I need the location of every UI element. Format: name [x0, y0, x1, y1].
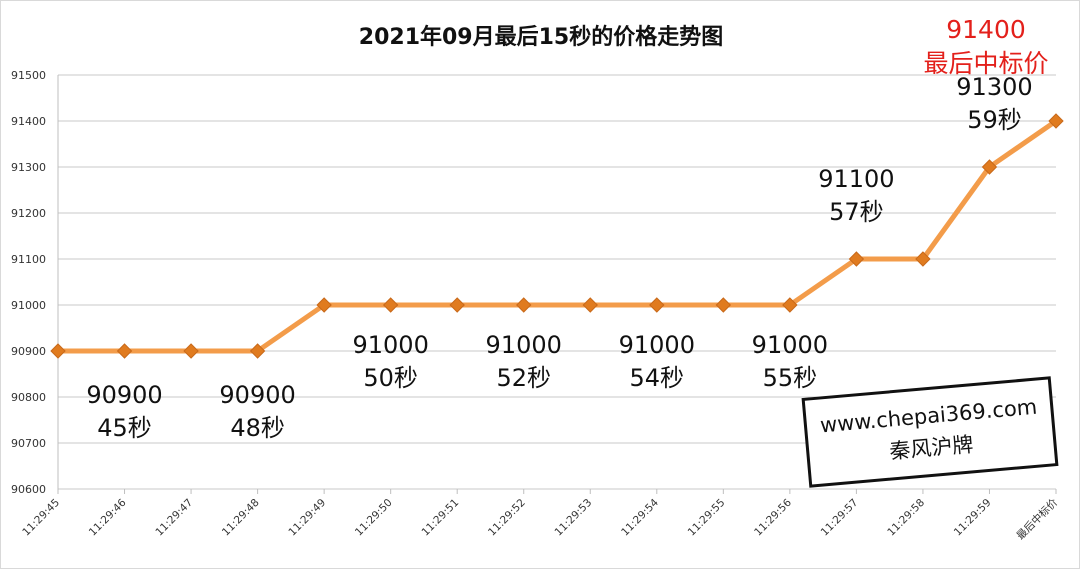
annotation-price: 91000	[486, 331, 562, 359]
data-point-marker	[782, 297, 798, 313]
annotation-second: 50秒	[363, 364, 418, 392]
y-tick-label: 90900	[11, 345, 46, 358]
data-point-marker	[981, 159, 998, 175]
annotation-price: 90900	[219, 381, 295, 409]
final-price-callout: 91400 最后中标价	[901, 13, 1071, 81]
data-point-marker	[449, 297, 465, 313]
data-point-marker	[848, 251, 865, 267]
annotation-price: 91000	[352, 331, 428, 359]
y-tick-label: 90800	[11, 391, 46, 404]
x-tick-label: 11:29:53	[553, 497, 595, 539]
x-tick-label: 11:29:57	[819, 497, 861, 539]
data-point-marker	[649, 297, 665, 313]
data-point-marker	[316, 297, 332, 313]
data-point-marker	[1048, 113, 1064, 129]
x-tick-label: 11:29:51	[419, 497, 461, 539]
x-tick-label: 11:29:50	[353, 497, 395, 539]
x-tick-label: 11:29:49	[286, 497, 328, 539]
price-series-line	[55, 118, 1059, 354]
data-point-marker	[50, 343, 66, 359]
annotation-second: 45秒	[97, 414, 152, 442]
data-point-marker	[183, 343, 199, 359]
x-tick-label: 11:29:48	[220, 497, 262, 539]
data-point-marker	[249, 343, 266, 359]
x-tick-label: 11:29:46	[87, 496, 129, 538]
data-point-marker	[715, 297, 732, 313]
chart-title: 2021年09月最后15秒的价格走势图	[358, 25, 724, 50]
x-tick-label: 11:29:52	[486, 497, 528, 539]
final-price-value: 91400	[946, 15, 1026, 44]
data-point-marker	[116, 343, 133, 359]
data-point-marker	[915, 251, 931, 267]
annotation-price: 91000	[619, 331, 695, 359]
x-tick-label: 11:29:55	[686, 497, 728, 539]
y-tick-label: 91500	[11, 69, 46, 82]
y-tick-label: 91300	[11, 161, 46, 174]
x-tick-label: 11:29:58	[885, 497, 927, 539]
x-tick-label: 11:29:45	[20, 497, 62, 539]
x-tick-label: 11:29:59	[952, 497, 994, 539]
data-point-marker	[582, 297, 598, 313]
data-point-marker	[382, 297, 399, 313]
y-tick-label: 90700	[11, 437, 46, 450]
x-tick-label: 11:29:47	[153, 497, 195, 539]
y-tick-label: 91000	[11, 299, 46, 312]
x-tick-label: 11:29:54	[619, 496, 661, 538]
y-tick-label: 90600	[11, 483, 46, 496]
annotation-second: 59秒	[967, 106, 1022, 134]
annotation-second: 48秒	[230, 414, 285, 442]
data-point-marker	[516, 297, 532, 313]
annotation-second: 55秒	[763, 364, 818, 392]
x-tick-label: 最后中标价	[1014, 496, 1061, 543]
x-tick-label: 11:29:56	[752, 496, 794, 538]
annotation-price: 91100	[818, 165, 894, 193]
annotation-second: 54秒	[630, 364, 685, 392]
annotation-price: 91000	[752, 331, 828, 359]
annotation-price: 90900	[86, 381, 162, 409]
annotation-second: 52秒	[496, 364, 551, 392]
y-tick-label: 91400	[11, 115, 46, 128]
final-price-label: 最后中标价	[923, 49, 1049, 78]
annotation-price: 91300	[956, 73, 1032, 101]
annotation-second: 57秒	[829, 198, 884, 226]
y-tick-label: 91100	[11, 253, 46, 266]
y-tick-label: 91200	[11, 207, 46, 220]
